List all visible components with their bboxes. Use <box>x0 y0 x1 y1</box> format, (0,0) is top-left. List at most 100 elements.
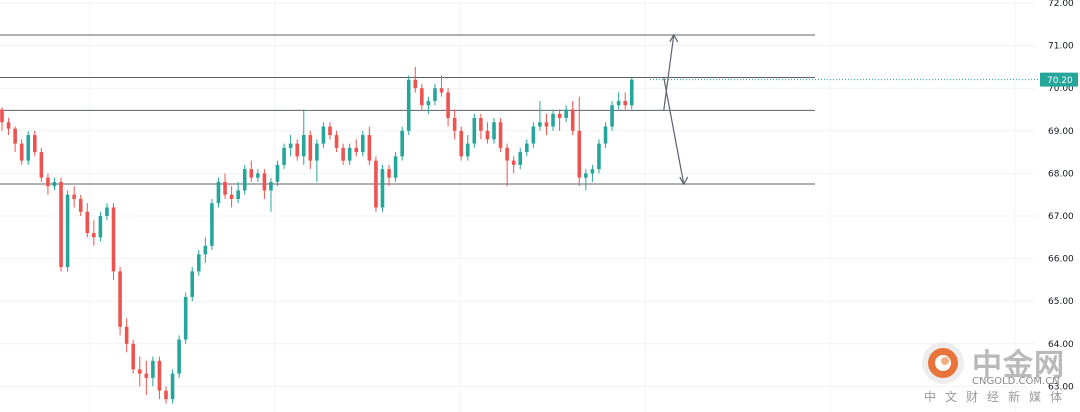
candle-body-29 <box>190 271 195 297</box>
candle-body-6 <box>39 152 44 178</box>
candle-body-48 <box>315 143 319 161</box>
candle-body-35 <box>229 194 234 199</box>
candle-body-33 <box>216 181 221 204</box>
candle-body-16 <box>105 207 109 216</box>
candle-body-25 <box>164 390 168 400</box>
candle-body-27 <box>177 339 181 374</box>
candle-body-64 <box>420 88 424 106</box>
candle-body-55 <box>361 135 365 153</box>
candle-body-38 <box>249 169 254 178</box>
candle-body-45 <box>295 143 299 157</box>
candle-body-95 <box>623 100 627 106</box>
candle-body-92 <box>603 126 608 144</box>
candle-body-72 <box>472 118 477 144</box>
y-tick-label: 63.00 <box>1048 382 1074 392</box>
candle-body-11 <box>72 194 76 199</box>
candle-body-4 <box>26 135 31 161</box>
candle-body-42 <box>275 164 280 182</box>
candle-body-21 <box>137 369 142 374</box>
candle-body-36 <box>236 190 240 199</box>
candle-body-86 <box>564 109 568 119</box>
candle-body-65 <box>426 100 431 106</box>
projection-arrow-down <box>663 77 685 185</box>
candle-body-8 <box>52 181 57 187</box>
last-price-badge <box>1040 72 1078 87</box>
candle-body-84 <box>551 113 555 127</box>
candle-body-50 <box>328 126 332 136</box>
watermark-subtitle: 中文财经新媒体 <box>924 390 1072 404</box>
candle-body-17 <box>111 207 116 272</box>
candle-body-7 <box>46 177 50 187</box>
candle-body-46 <box>301 135 306 157</box>
candle-body-37 <box>242 169 247 191</box>
candle-body-3 <box>19 143 24 161</box>
candle-body-26 <box>170 373 175 400</box>
candle-body-43 <box>282 147 286 165</box>
candle-body-13 <box>85 211 90 234</box>
candle-body-18 <box>118 271 122 327</box>
candle-body-82 <box>538 122 542 127</box>
candle-body-53 <box>347 147 352 161</box>
candle-body-88 <box>577 130 582 178</box>
candle-body-78 <box>511 160 516 165</box>
candle-body-91 <box>597 143 601 170</box>
candle-body-75 <box>492 122 496 140</box>
y-tick-label: 69.00 <box>1048 127 1074 137</box>
candle-body-39 <box>256 173 260 178</box>
candle-body-61 <box>400 130 404 157</box>
y-tick-label: 68.00 <box>1048 169 1074 179</box>
candle-body-90 <box>590 169 595 174</box>
watermark-domain: CNGOLD.COM.CN <box>972 376 1060 387</box>
candle-body-2 <box>13 128 17 144</box>
candle-body-62 <box>406 79 411 131</box>
candle-body-60 <box>393 156 398 178</box>
y-tick-label: 67.00 <box>1048 212 1074 222</box>
candle-body-67 <box>439 88 444 93</box>
candle-body-66 <box>433 88 437 101</box>
candle-body-70 <box>459 130 463 157</box>
y-tick-label: 70.00 <box>1048 84 1074 94</box>
y-tick-label: 71.00 <box>1048 42 1074 52</box>
candle-body-44 <box>288 143 293 148</box>
candle-body-77 <box>505 147 509 161</box>
candle-body-19 <box>124 326 129 344</box>
candle-body-23 <box>151 360 155 378</box>
candle-body-20 <box>131 343 135 370</box>
candle-body-58 <box>380 169 385 208</box>
candle-body-30 <box>197 254 201 272</box>
candle-body-76 <box>498 122 503 148</box>
last-price-label: 70.20 <box>1047 76 1073 86</box>
candle-body-34 <box>223 181 227 195</box>
y-tick-label: 65.00 <box>1048 297 1074 307</box>
watermark-name: 中金网 <box>972 348 1065 383</box>
candle-body-89 <box>584 173 588 178</box>
candle-body-68 <box>446 92 450 119</box>
candle-body-59 <box>387 169 391 178</box>
candle-body-93 <box>610 105 614 127</box>
y-tick-label: 64.00 <box>1048 340 1074 350</box>
cngold-logo-icon <box>922 342 964 384</box>
candle-body-51 <box>334 135 339 148</box>
candle-body-54 <box>354 147 359 153</box>
candle-body-85 <box>557 113 562 119</box>
candle-body-41 <box>269 181 273 191</box>
candle-body-83 <box>544 122 549 127</box>
watermark: 中金网 CNGOLD.COM.CN 中文财经新媒体 <box>918 338 1078 408</box>
candle-body-74 <box>485 130 490 140</box>
candle-body-57 <box>374 160 378 208</box>
candle-body-63 <box>413 79 418 89</box>
candle-body-28 <box>183 296 188 340</box>
candle-body-24 <box>157 360 162 391</box>
candle-body-71 <box>465 143 470 157</box>
candle-body-96 <box>629 79 634 106</box>
candle-body-5 <box>33 135 37 153</box>
candle-body-12 <box>78 198 83 212</box>
y-tick-label: 72.00 <box>1048 0 1074 9</box>
y-tick-label: 66.00 <box>1048 255 1074 265</box>
candle-body-1 <box>6 122 11 129</box>
candle-body-52 <box>341 147 345 161</box>
candle-body-87 <box>570 109 575 131</box>
projection-arrow-up <box>663 34 675 111</box>
